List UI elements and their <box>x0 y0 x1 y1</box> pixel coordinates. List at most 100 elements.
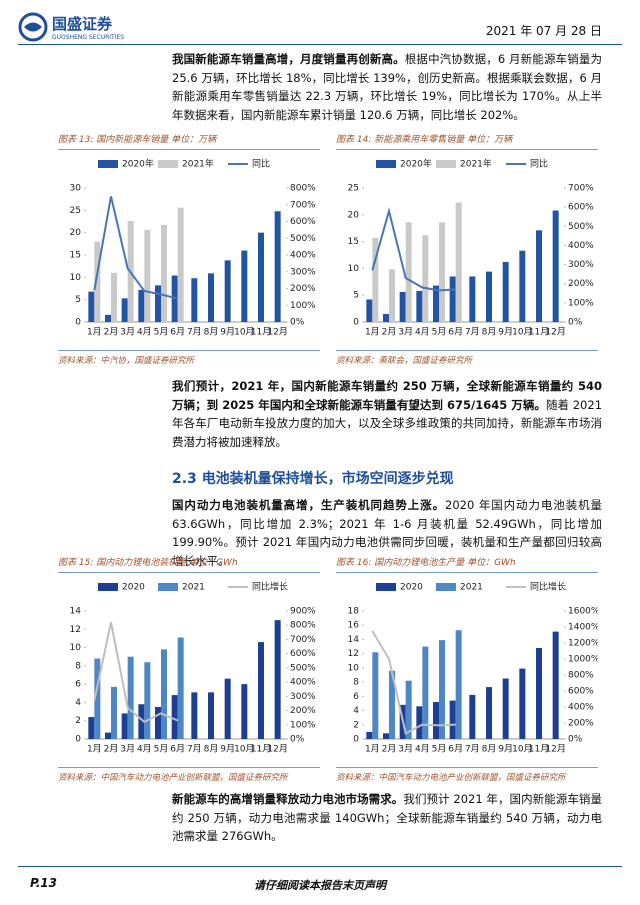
x-tick-label: 11月 <box>529 744 549 755</box>
y-tick-label: 5 <box>75 295 81 305</box>
y-tick-label: 14 <box>70 607 82 617</box>
x-tick-label: 6月 <box>170 744 185 755</box>
x-tick-label: 11月 <box>251 744 271 755</box>
x-tick-label: 8月 <box>482 327 497 338</box>
bar <box>274 620 281 739</box>
logo-icon <box>18 12 48 42</box>
bar <box>138 289 145 322</box>
y2-tick-label: 200% <box>290 706 316 716</box>
bar <box>177 637 184 739</box>
date: 2021 年 07 月 28 日 <box>485 24 602 38</box>
logo-text: 国盛证券 <box>52 15 113 33</box>
line <box>371 207 456 292</box>
bar <box>502 261 509 322</box>
chart-title: 图表 16: 国内动力锂电池生产量 单位：GWh <box>336 555 598 573</box>
legend-label: 2021 <box>460 583 483 593</box>
chart: 图表 13: 国内新能源车销量 单位：万辆 0 5 10 15 20 25 30 0% 100% 2… <box>58 132 320 366</box>
y-tick-label: 30 <box>70 184 82 194</box>
bar <box>439 640 445 739</box>
legend-label: 同比增长 <box>530 581 566 593</box>
y-tick-label: 16 <box>348 621 360 631</box>
chart-title: 图表 13: 国内新能源车销量 单位：万辆 <box>58 132 320 150</box>
bar <box>399 291 406 322</box>
bar <box>105 314 111 322</box>
bar <box>241 250 248 322</box>
bar <box>416 706 423 739</box>
y2-tick-label: 800% <box>568 671 594 681</box>
bar <box>455 202 462 322</box>
x-tick-label: 9月 <box>498 327 513 338</box>
bar <box>155 285 161 322</box>
y2-tick-label: 200% <box>290 284 316 294</box>
legend-label: 2020 <box>122 583 145 593</box>
text: 根据中汽协数据，6 月新能源车销量为 25.6 万辆，环比增长 18%，同比增长… <box>172 52 602 122</box>
bold-text: 国内动力电池装机量高增，生产装机同趋势上涨。 <box>172 498 445 512</box>
x-tick-label: 4月 <box>137 744 152 755</box>
chart-title: 图表 14: 新能源乘用车零售销量 单位：万辆 <box>336 132 598 150</box>
y2-tick-label: 100% <box>290 720 316 730</box>
x-tick-label: 10月 <box>512 744 532 755</box>
bar <box>224 678 231 739</box>
logo-en: GUOSHENG SECURITIES <box>52 34 125 41</box>
bar <box>111 686 117 739</box>
bar <box>439 222 445 322</box>
bar <box>224 260 231 322</box>
x-tick-label: 7月 <box>465 744 480 755</box>
chart-plot: 0 2 4 6 8 10 12 14 16 18 0% 200% 400% 600% 800% 1000% 12… <box>348 581 600 755</box>
y2-tick-label: 400% <box>568 703 594 713</box>
x-tick-label: 3月 <box>120 327 135 338</box>
y-tick-label: 5 <box>353 291 359 301</box>
bar <box>383 313 389 322</box>
bold-text: 新能源车的高增销量释放动力电池市场需求。 <box>172 792 404 806</box>
footer-rule <box>18 866 622 867</box>
y2-tick-label: 400% <box>568 241 594 251</box>
bold-text: 我国新能源车销量高增，月度销量再创新高。 <box>172 52 405 66</box>
chart-source: 资料来源：中汽协，国盛证券研究所 <box>58 350 320 366</box>
bar <box>161 225 167 322</box>
bar <box>258 642 264 739</box>
paragraph: 国内动力电池装机量高增，生产装机同趋势上涨。2020 年国内动力电池装机量 63… <box>172 496 602 570</box>
x-tick-label: 2月 <box>382 744 397 755</box>
paragraph: 新能源车的高增销量释放动力电池市场需求。我们预计 2021 年，国内新能源车销量… <box>172 790 602 846</box>
y2-tick-label: 700% <box>290 635 316 645</box>
y-tick-label: 6 <box>353 692 359 702</box>
bar <box>552 210 559 322</box>
y-tick-label: 15 <box>70 251 81 261</box>
chart: 图表 14: 新能源乘用车零售销量 单位：万辆 0 5 10 15 20 25 0% 100% 2… <box>336 132 598 366</box>
y2-tick-label: 300% <box>290 267 316 277</box>
bar <box>449 276 456 322</box>
chart-plot: 0510152025300%100%200%300%400%500%600%70… <box>70 158 317 338</box>
x-tick-label: 1月 <box>87 744 102 755</box>
y-tick-label: 4 <box>75 698 81 708</box>
bar <box>536 230 542 322</box>
y-tick-label: 18 <box>348 607 360 617</box>
x-tick-label: 9月 <box>220 744 235 755</box>
y-tick-label: 25 <box>70 206 81 216</box>
bar <box>191 278 198 322</box>
y2-tick-label: 600% <box>290 649 316 659</box>
chart-plot: 0 5 10 15 20 25 0% 100% 200% 300% 400% 500% 600% 700%… <box>348 158 595 338</box>
y-tick-label: 4 <box>353 706 359 716</box>
x-tick-label: 10月 <box>234 327 254 338</box>
y-tick-label: 0 <box>75 735 81 745</box>
y2-tick-label: 200% <box>568 719 594 729</box>
x-tick-label: 3月 <box>398 744 413 755</box>
legend-swatch <box>376 583 396 591</box>
bar <box>241 684 248 739</box>
y2-tick-label: 1000% <box>568 655 598 665</box>
y2-tick-label: 700% <box>290 200 316 210</box>
y2-tick-label: 400% <box>290 251 316 261</box>
bold-text: 我们预计，2021 年，国内新能源车销量约 250 万辆，全球新能源车销量约 5… <box>172 379 602 412</box>
x-tick-label: 7月 <box>187 744 202 755</box>
x-tick-label: 8月 <box>204 744 219 755</box>
chart-source: 资料来源：中国汽车动力电池产业创新联盟，国盛证券研究所 <box>336 767 598 783</box>
y-tick-label: 0 <box>353 318 359 328</box>
bar <box>88 717 95 739</box>
y2-tick-label: 200% <box>568 279 594 289</box>
legend-swatch <box>436 160 456 168</box>
legend-swatch <box>376 160 396 168</box>
y2-tick-label: 400% <box>290 678 316 688</box>
y2-tick-label: 0% <box>568 318 583 328</box>
x-tick-label: 1月 <box>365 327 380 338</box>
paragraph: 我们预计，2021 年，国内新能源车销量约 250 万辆，全球新能源车销量约 5… <box>172 377 602 451</box>
